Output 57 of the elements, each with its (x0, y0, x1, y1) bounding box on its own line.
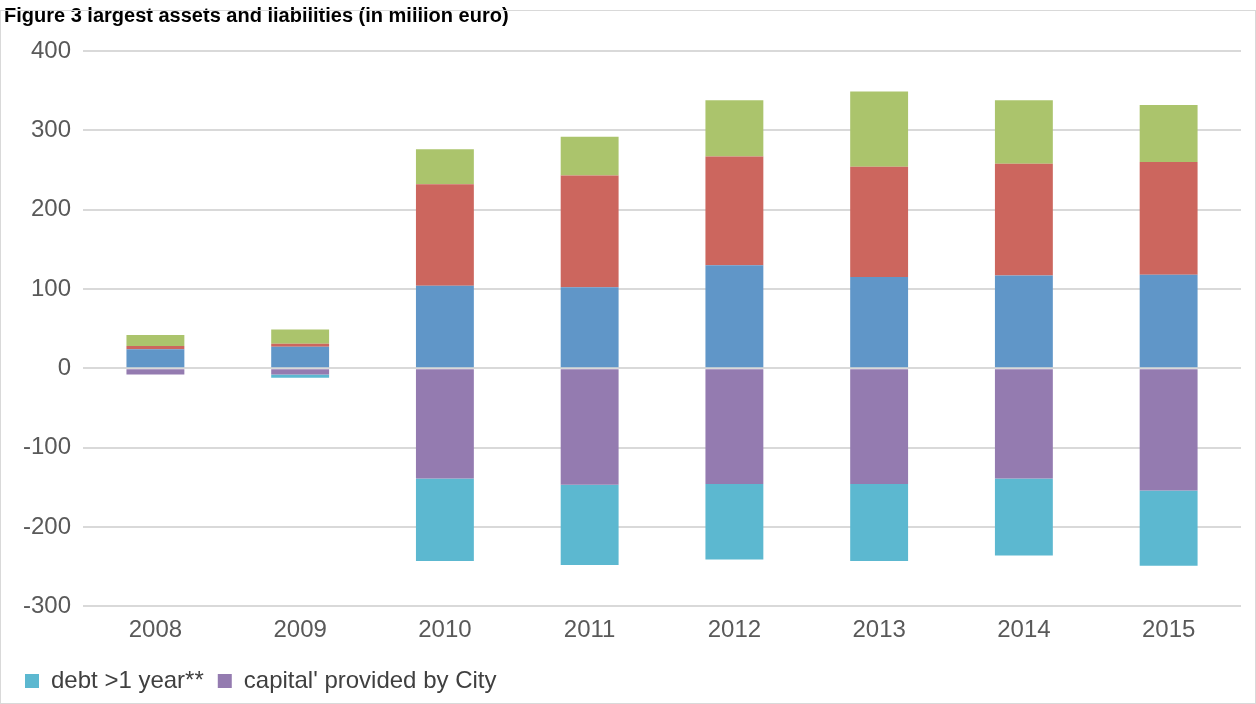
bar (1139, 369, 1198, 491)
y-tick-label: -200 (22, 511, 72, 539)
legend-label: debt >1 year** (51, 665, 204, 693)
bar (850, 91, 909, 167)
bar (994, 275, 1053, 368)
bar (560, 287, 619, 368)
bar (850, 277, 909, 368)
bar (705, 369, 764, 485)
x-tick-label: 2008 (128, 615, 183, 643)
bar (415, 184, 474, 286)
y-tick-label: -100 (22, 432, 72, 460)
bar (126, 369, 185, 375)
x-tick-label: 2013 (852, 615, 906, 643)
bar (705, 100, 764, 157)
bar (415, 478, 474, 561)
y-tick-label: 400 (30, 35, 72, 63)
bar (1139, 490, 1198, 566)
bar (1139, 162, 1198, 275)
bar (705, 484, 764, 560)
y-tick-label: 200 (30, 194, 72, 222)
y-tick-label: 0 (57, 352, 72, 380)
bar (560, 484, 619, 565)
x-tick-label: 2014 (997, 615, 1051, 643)
bar (415, 149, 474, 185)
bar (415, 285, 474, 368)
y-tick-label: -300 (22, 590, 72, 618)
y-tick-label: 300 (30, 114, 72, 142)
x-tick-label: 2009 (273, 615, 327, 643)
bar (271, 329, 330, 344)
bar (560, 369, 619, 485)
bar (994, 369, 1053, 479)
legend-label: capital' provided by City (243, 665, 497, 693)
bar (850, 484, 909, 561)
bar (1139, 104, 1198, 163)
x-tick-label: 2012 (707, 615, 762, 643)
x-tick-label: 2011 (563, 615, 616, 643)
bar (126, 349, 185, 368)
y-tick-label: 100 (30, 273, 72, 301)
bar (850, 369, 909, 485)
bar (705, 156, 764, 266)
bar (994, 478, 1053, 556)
bar (560, 175, 619, 288)
x-tick-label: 2015 (1141, 615, 1196, 643)
bar (271, 346, 330, 368)
x-tick-label: 2010 (418, 615, 472, 643)
bar (415, 369, 474, 479)
bar (271, 369, 330, 375)
bar (126, 346, 185, 350)
bar (1139, 274, 1198, 368)
bar (560, 136, 619, 176)
bar (271, 343, 330, 347)
bar (994, 100, 1053, 164)
bar (705, 265, 764, 368)
bar (126, 334, 185, 347)
bar (271, 374, 330, 378)
bar (994, 163, 1053, 276)
bar (850, 166, 909, 278)
